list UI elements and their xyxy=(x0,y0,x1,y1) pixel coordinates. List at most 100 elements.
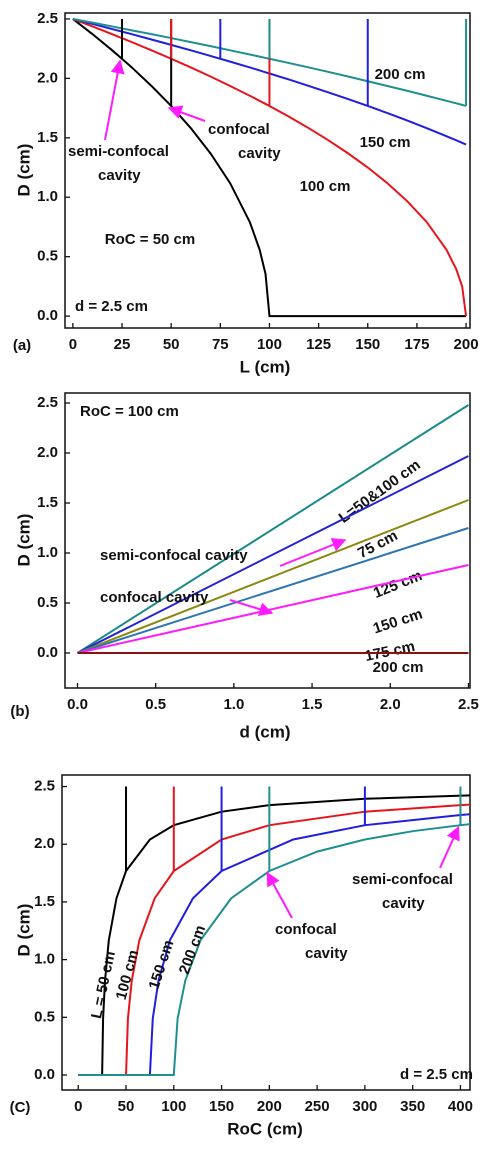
y-tick-label: 0.5 xyxy=(37,248,58,265)
plot-frame xyxy=(64,392,471,689)
y-tick-label: 0.5 xyxy=(37,594,58,611)
x-tick-label: 50 xyxy=(118,1098,135,1115)
x-tick-label: 175 xyxy=(404,336,429,353)
annotation-line: d = 2.5 cm xyxy=(400,1066,473,1083)
annotation-line: d = 2.5 cm xyxy=(75,298,148,315)
series-label: 150 cm xyxy=(371,606,425,638)
y-tick-label: 1.5 xyxy=(34,893,55,910)
x-tick-label: 100 xyxy=(161,1098,186,1115)
x-tick-label: 2.5 xyxy=(458,696,479,713)
x-tick-label: 200 xyxy=(257,1098,282,1115)
panel-label: (b) xyxy=(10,703,29,720)
x-tick-label: 200 xyxy=(454,336,479,353)
annotation-line: confocal cavity xyxy=(100,589,209,606)
annotation: confocal cavity xyxy=(275,921,348,962)
y-tick-label: 2.0 xyxy=(34,835,55,852)
x-tick-label: 1.0 xyxy=(223,696,244,713)
y-tick-label: 1.0 xyxy=(37,544,58,561)
annotation: semi-confocal cavity xyxy=(352,871,453,912)
y-tick-label: 1.0 xyxy=(37,188,58,205)
panel-label: (a) xyxy=(13,337,31,354)
annotation-line: semi-confocal cavity xyxy=(100,547,248,564)
x-tick-label: 250 xyxy=(305,1098,330,1115)
x-axis-title: d (cm) xyxy=(240,722,291,741)
x-tick-label: 75 xyxy=(212,336,229,353)
y-tick-label: 0.0 xyxy=(37,644,58,661)
x-tick-label: 300 xyxy=(352,1098,377,1115)
series-line xyxy=(77,455,469,654)
x-tick-label: 125 xyxy=(306,336,331,353)
series-line xyxy=(77,499,469,654)
annotation: semi-confocal cavity xyxy=(100,547,248,564)
series-line xyxy=(78,813,471,1076)
series-line xyxy=(72,18,467,318)
x-tick-label: 0.5 xyxy=(145,696,166,713)
series-line xyxy=(76,404,469,654)
annotation-line: confocal xyxy=(275,921,337,938)
annotation-line: cavity xyxy=(238,145,281,162)
x-tick-label: 0 xyxy=(69,336,77,353)
annotation-arrow xyxy=(104,59,125,141)
annotation-line: semi-confocal xyxy=(352,871,453,888)
y-tick-label: 2.5 xyxy=(34,778,55,795)
series-label: 200 cm xyxy=(176,923,209,977)
series-label: 100 cm xyxy=(300,178,351,195)
x-tick-label: 150 xyxy=(355,336,380,353)
annotation: RoC = 100 cm xyxy=(80,403,179,420)
x-tick-label: 2.0 xyxy=(380,696,401,713)
x-axis-title: RoC (cm) xyxy=(227,1119,303,1138)
annotation: semi-confocal cavity xyxy=(68,143,169,184)
series-label: 200 cm xyxy=(373,659,424,676)
panel: 0 25 50 75 100 125 150 175 200 0.0 0.5 1.0 1.5 2.0 2.5… xyxy=(13,10,479,377)
annotation-line: RoC = 100 cm xyxy=(80,403,179,420)
series-label: 150 cm xyxy=(360,134,411,151)
x-axis-title: L (cm) xyxy=(240,357,291,376)
y-axis-title: D (cm) xyxy=(14,514,33,567)
plot-frame xyxy=(64,12,471,329)
x-tick-label: 100 xyxy=(257,336,282,353)
x-tick-label: 150 xyxy=(209,1098,234,1115)
series-label: 150 cm xyxy=(146,938,178,992)
annotation: d = 2.5 cm xyxy=(75,298,148,315)
series-label: L = 50 cm xyxy=(88,950,119,1021)
x-tick-label: 0 xyxy=(74,1098,82,1115)
annotation-arrow xyxy=(229,599,274,616)
annotation: d = 2.5 cm xyxy=(400,1066,473,1083)
annotation: confocal cavity xyxy=(208,121,281,162)
annotation-line: semi-confocal xyxy=(68,143,169,160)
y-tick-label: 1.0 xyxy=(34,951,55,968)
plot-frame xyxy=(61,774,471,1091)
series-line xyxy=(78,823,471,1076)
panel: 0 50 100 150 200 250 300 350 400 0.0 0.5 1.0 1.5 2.0 2… xyxy=(10,774,473,1138)
annotation-arrow xyxy=(266,871,293,919)
annotation: confocal cavity xyxy=(100,589,209,606)
series-label: 200 cm xyxy=(375,66,426,83)
annotation-line: cavity xyxy=(98,167,141,184)
annotation-line: confocal xyxy=(208,121,270,138)
y-tick-label: 0.0 xyxy=(34,1066,55,1083)
x-tick-label: 25 xyxy=(114,336,131,353)
x-tick-label: 1.5 xyxy=(302,696,323,713)
y-tick-label: 0.5 xyxy=(34,1008,55,1025)
y-tick-label: 2.0 xyxy=(37,444,58,461)
panel-label: (C) xyxy=(10,1099,31,1116)
y-tick-label: 2.5 xyxy=(37,10,58,27)
panel: 0.0 0.5 1.0 1.5 2.0 2.5 0.0 0.5 1.0 1.5 2.0 2.5 d (c… xyxy=(10,392,479,741)
annotation-arrow xyxy=(439,825,460,869)
x-tick-label: 400 xyxy=(448,1098,473,1115)
series-label: RoC = 50 cm xyxy=(105,231,195,248)
y-tick-label: 1.5 xyxy=(37,129,58,146)
y-tick-label: 1.5 xyxy=(37,494,58,511)
x-tick-label: 350 xyxy=(400,1098,425,1115)
y-tick-label: 2.5 xyxy=(37,394,58,411)
annotation-arrow xyxy=(279,538,347,567)
x-tick-label: 50 xyxy=(163,336,180,353)
x-tick-label: 0.0 xyxy=(67,696,88,713)
annotation-line: cavity xyxy=(305,945,348,962)
y-axis-title: D (cm) xyxy=(14,144,33,197)
annotation-line: cavity xyxy=(382,895,425,912)
series-line xyxy=(77,527,469,654)
annotation-arrow xyxy=(167,105,206,122)
